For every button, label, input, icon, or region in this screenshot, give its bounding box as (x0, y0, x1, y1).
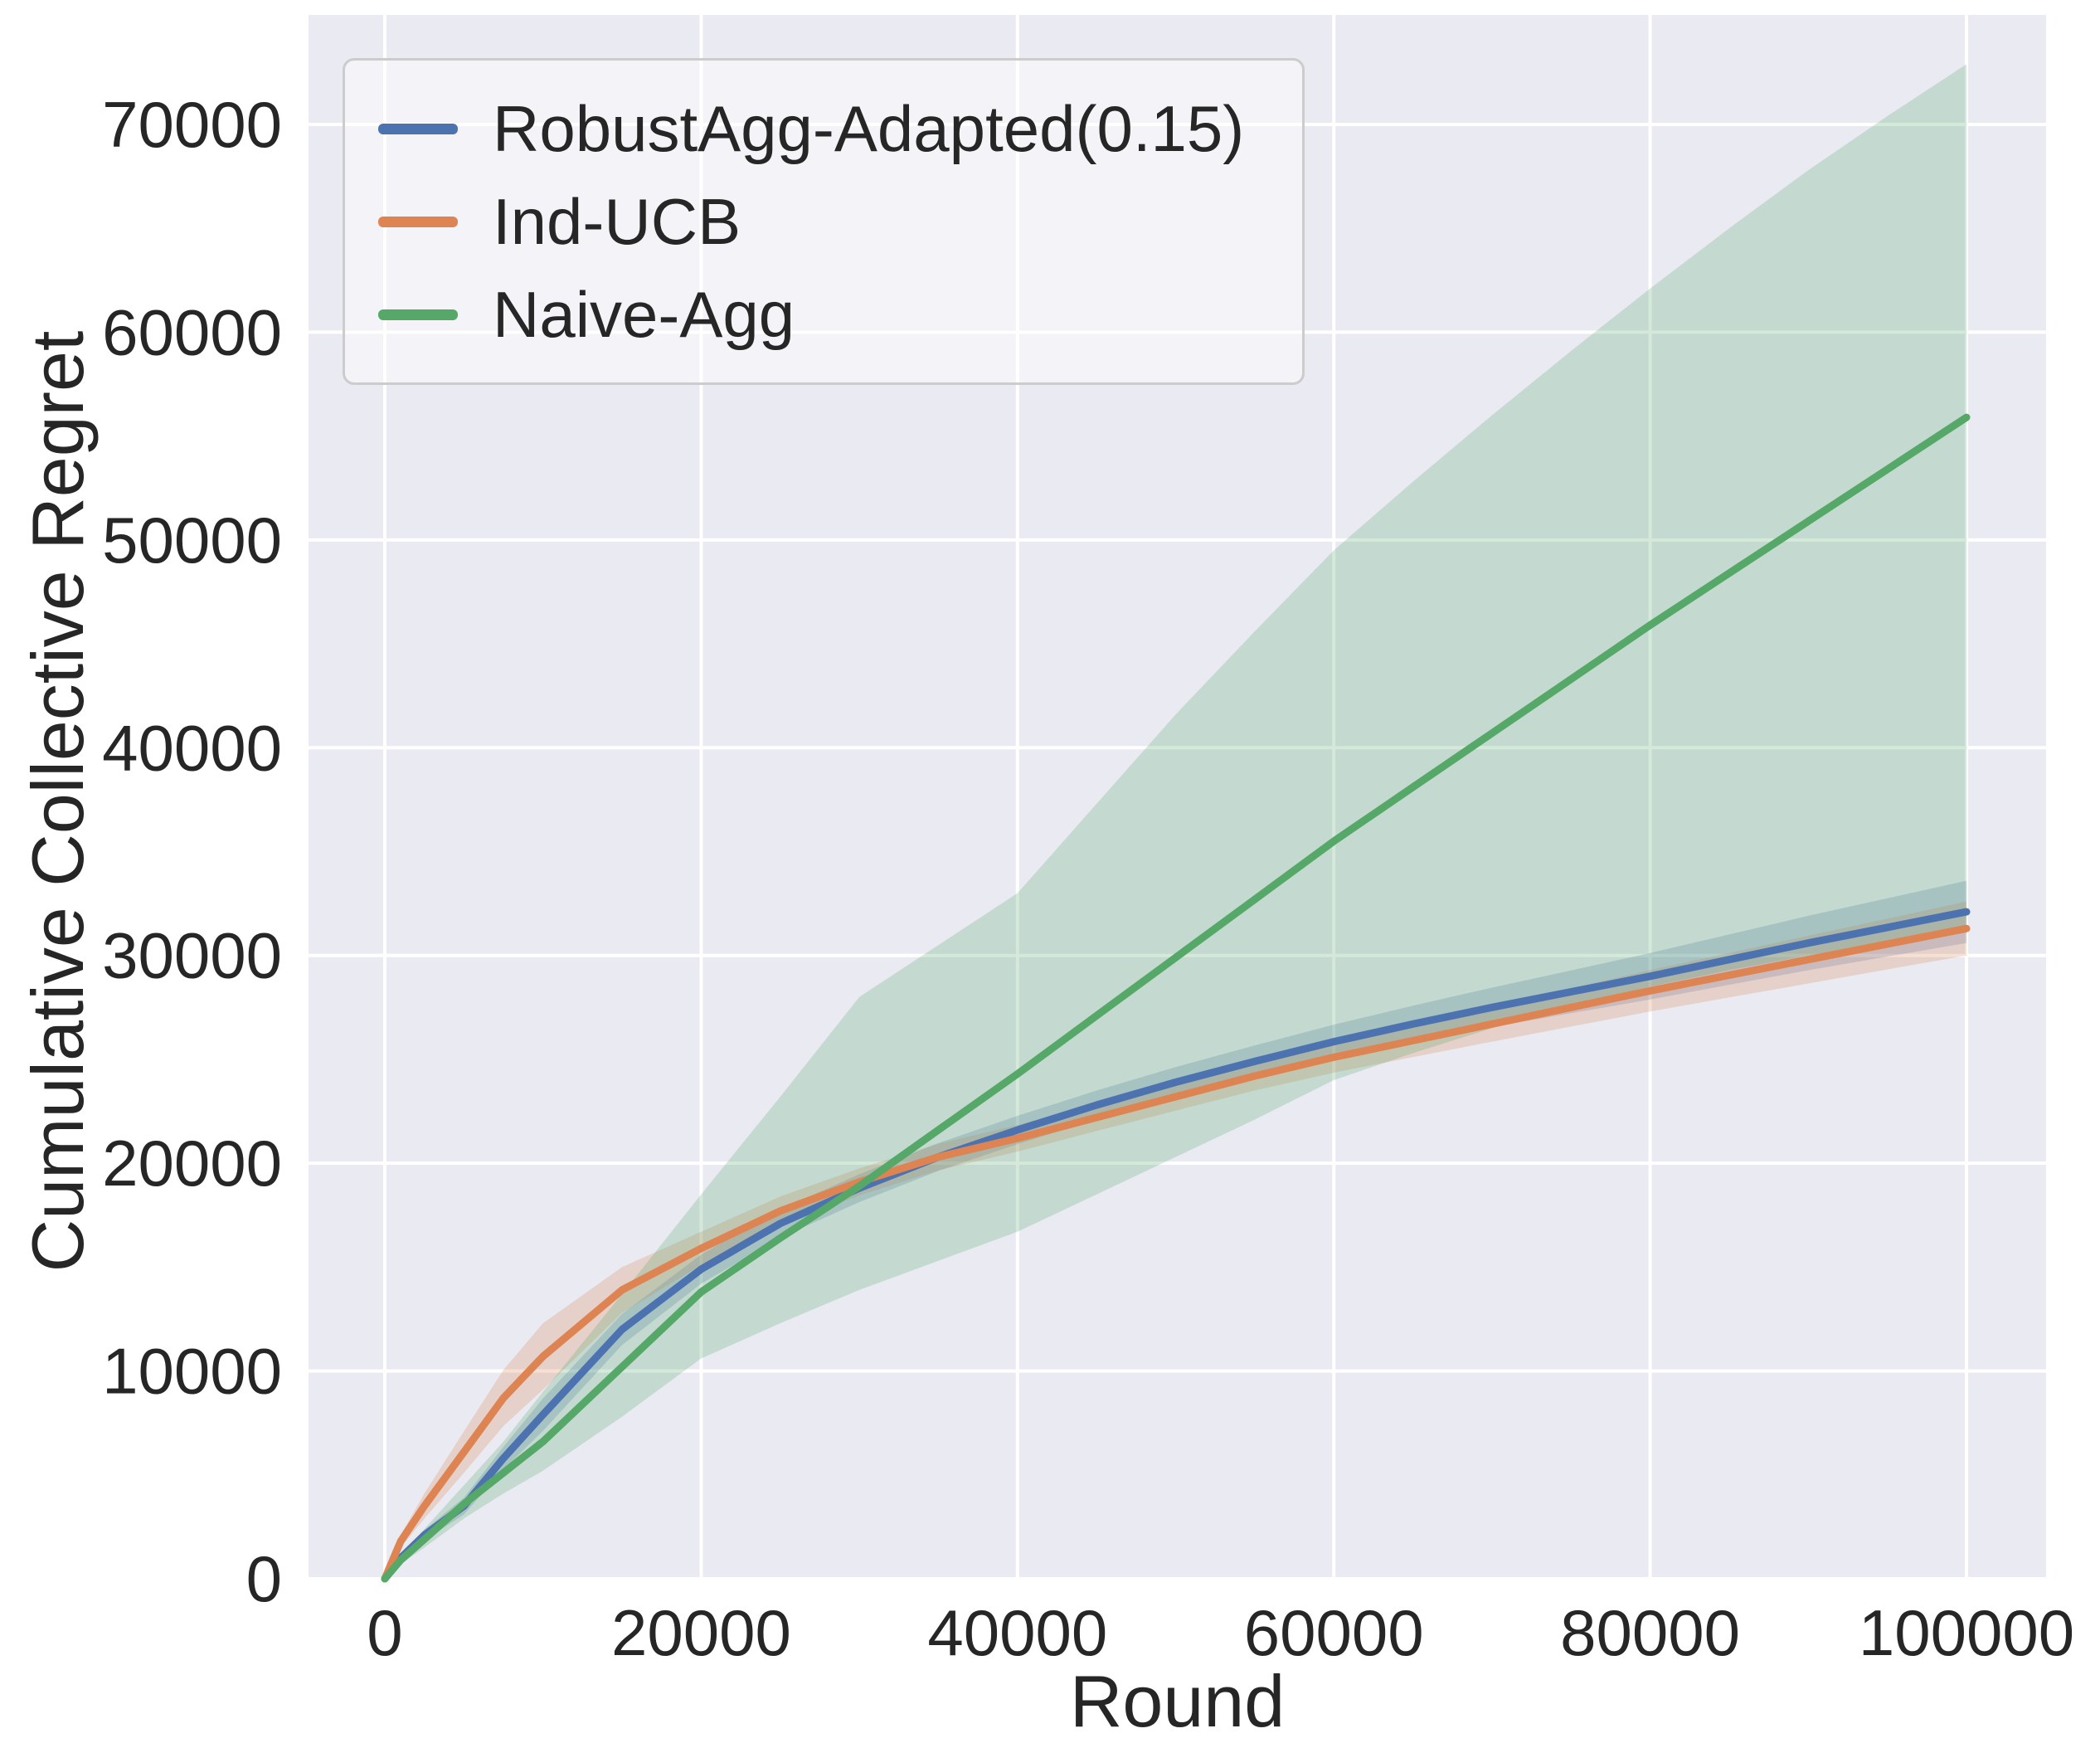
y-tick-label-40000: 40000 (102, 711, 282, 784)
confidence-band-RobustAgg-Adapted(0.15) (385, 880, 1966, 1579)
x-tick-label-60000: 60000 (1244, 1596, 1424, 1669)
legend: RobustAgg-Adapted(0.15) Ind-UCB Naive-Agg (343, 58, 1305, 385)
x-tick-label-40000: 40000 (927, 1596, 1107, 1669)
confidence-band-Naive-Agg (385, 64, 1966, 1579)
y-tick-label-20000: 20000 (102, 1127, 282, 1200)
legend-line-sample (378, 309, 458, 320)
series-line-Naive-Agg (381, 413, 1971, 1583)
legend-label: Naive-Agg (493, 277, 795, 351)
y-tick-label-60000: 60000 (102, 295, 282, 368)
x-tick-label-80000: 80000 (1560, 1596, 1740, 1669)
y-tick-label-50000: 50000 (102, 504, 282, 577)
plot-background (309, 15, 2046, 1579)
y-tick-label-0: 0 (246, 1542, 282, 1615)
legend-item-Ind-UCB: Ind-UCB (378, 175, 1244, 268)
legend-line-sample (378, 123, 458, 134)
x-tick-label-100000: 100000 (1859, 1596, 2074, 1669)
y-tick-label-30000: 30000 (102, 919, 282, 992)
y-tick-label-10000: 10000 (102, 1335, 282, 1408)
legend-item-RobustAgg-Adapted(0.15): RobustAgg-Adapted(0.15) (378, 82, 1244, 175)
series-line-RobustAgg-Adapted(0.15) (381, 908, 1971, 1583)
x-axis-label: Round (1069, 1660, 1286, 1742)
legend-item-Naive-Agg: Naive-Agg (378, 268, 1244, 361)
y-tick-label-70000: 70000 (102, 88, 282, 161)
x-tick-label-0: 0 (367, 1596, 402, 1669)
series-line-Ind-UCB (381, 924, 1971, 1583)
legend-label: RobustAgg-Adapted(0.15) (493, 91, 1245, 165)
legend-line-sample (378, 216, 458, 227)
y-axis-label: Cumulative Collective Regret (17, 330, 99, 1273)
x-tick-label-20000: 20000 (611, 1596, 791, 1669)
confidence-band-Ind-UCB (385, 901, 1966, 1579)
legend-label: Ind-UCB (493, 184, 741, 258)
